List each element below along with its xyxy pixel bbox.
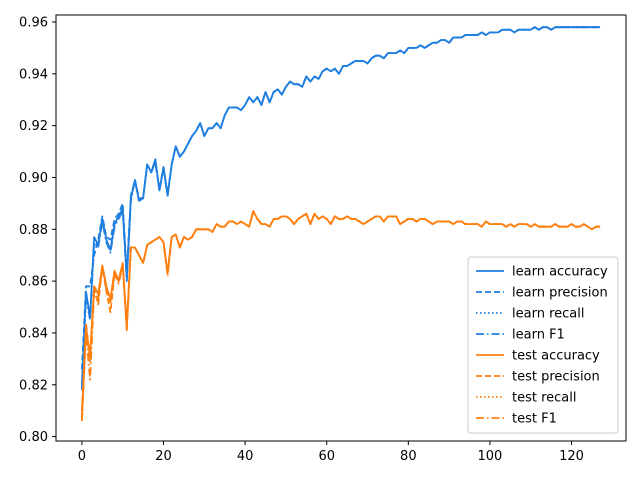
legend-label-learn-recall: learn recall: [512, 307, 584, 322]
legend-label-learn-f1: learn F1: [512, 328, 565, 343]
x-tick-label: 120: [559, 449, 584, 464]
plot-frame: [55, 14, 627, 442]
x-tick-label: 0: [78, 449, 86, 464]
y-tick-label: 0.86: [19, 275, 48, 290]
x-tick-label: 40: [237, 449, 254, 464]
y-tick-label: 0.90: [19, 171, 48, 186]
series-line-test-f1: [81, 210, 601, 422]
legend-label-learn-precision: learn precision: [512, 286, 608, 301]
x-tick-label: 100: [478, 449, 503, 464]
y-axis: 0.80 0.82 0.84 0.86 0.88 0.90 0.92 0.94 0.96: [19, 15, 56, 445]
legend-label-test-accuracy: test accuracy: [512, 349, 600, 364]
y-tick-label: 0.84: [19, 326, 48, 341]
legend-label-learn-accuracy: learn accuracy: [512, 265, 608, 280]
y-tick-label: 0.92: [19, 119, 48, 134]
series-line-learn-recall: [81, 26, 601, 385]
x-tick-label: 80: [400, 449, 417, 464]
series-line-learn-f1: [81, 26, 601, 390]
y-tick-label: 0.82: [19, 378, 48, 393]
x-axis: 0 20 40 60 80 100 120: [78, 441, 584, 464]
legend-label-test-precision: test precision: [512, 370, 600, 385]
legend-label-test-recall: test recall: [512, 391, 577, 406]
series-layer: [81, 26, 601, 422]
y-tick-label: 0.88: [19, 223, 48, 238]
legend-box: [467, 256, 619, 434]
legend-label-test-f1: test F1: [512, 412, 557, 427]
x-tick-label: 60: [318, 449, 335, 464]
x-tick-label: 20: [155, 449, 172, 464]
legend: learn accuracy learn precision learn recal…: [467, 256, 619, 434]
y-tick-label: 0.96: [19, 15, 48, 30]
y-tick-label: 0.94: [19, 67, 48, 82]
y-tick-label: 0.80: [19, 430, 48, 445]
